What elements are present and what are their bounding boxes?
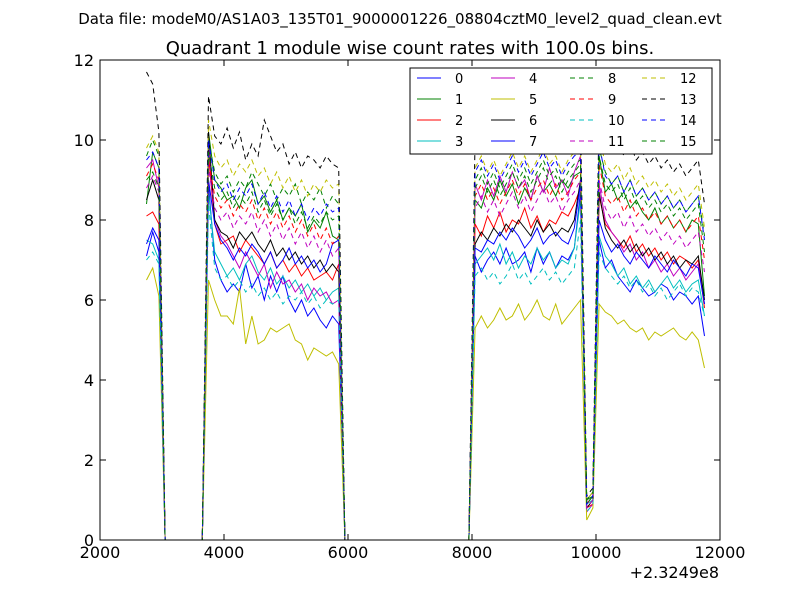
- legend-label-1: 1: [455, 93, 463, 108]
- legend-label-6: 6: [529, 114, 537, 129]
- chart-suptitle: Data file: modeM0/AS1A03_135T01_90000012…: [78, 10, 722, 29]
- chart-title: Quadrant 1 module wise count rates with …: [166, 38, 655, 59]
- legend-label-2: 2: [455, 114, 463, 129]
- x-tick-label: 8000: [452, 543, 493, 562]
- x-tick-label: 4000: [204, 543, 245, 562]
- series-layer: [146, 71, 705, 540]
- x-tick-label: 12000: [695, 543, 746, 562]
- series-line-3: [146, 191, 705, 540]
- series-line-9: [146, 159, 705, 540]
- legend-label-5: 5: [529, 93, 537, 108]
- series-line-11: [146, 167, 705, 540]
- x-tick-label: 2000: [80, 543, 121, 562]
- y-tick-label: 8: [84, 211, 94, 230]
- series-line-4: [146, 147, 705, 540]
- series-line-13: [146, 71, 705, 540]
- legend-label-11: 11: [608, 135, 625, 150]
- series-line-7: [146, 179, 705, 540]
- series-line-2: [146, 155, 705, 540]
- legend-box: [409, 67, 713, 155]
- y-tick-label: 0: [84, 531, 94, 550]
- legend-label-14: 14: [680, 114, 697, 129]
- legend-label-13: 13: [680, 93, 697, 108]
- y-tick-label: 12: [74, 51, 94, 70]
- y-tick-label: 4: [84, 371, 94, 390]
- legend-label-4: 4: [529, 72, 537, 87]
- y-tick-label: 6: [84, 291, 94, 310]
- legend-label-12: 12: [680, 72, 697, 87]
- y-tick-label: 10: [74, 131, 94, 150]
- x-tick-label: 10000: [571, 543, 622, 562]
- series-line-15: [146, 151, 705, 540]
- series-line-5: [146, 266, 705, 540]
- legend-label-3: 3: [455, 135, 463, 150]
- series-line-14: [146, 139, 705, 540]
- legend-label-15: 15: [680, 135, 697, 150]
- legend-label-9: 9: [608, 93, 616, 108]
- x-offset-label: +2.3249e8: [630, 563, 719, 582]
- legend-label-8: 8: [608, 72, 616, 87]
- legend-label-7: 7: [529, 135, 537, 150]
- x-tick-label: 6000: [328, 543, 369, 562]
- series-line-6: [146, 131, 705, 540]
- series-line-0: [146, 183, 705, 540]
- y-tick-label: 2: [84, 451, 94, 470]
- series-line-12: [146, 119, 705, 540]
- legend-label-10: 10: [608, 114, 625, 129]
- legend-label-0: 0: [455, 72, 463, 87]
- series-line-10: [146, 203, 705, 540]
